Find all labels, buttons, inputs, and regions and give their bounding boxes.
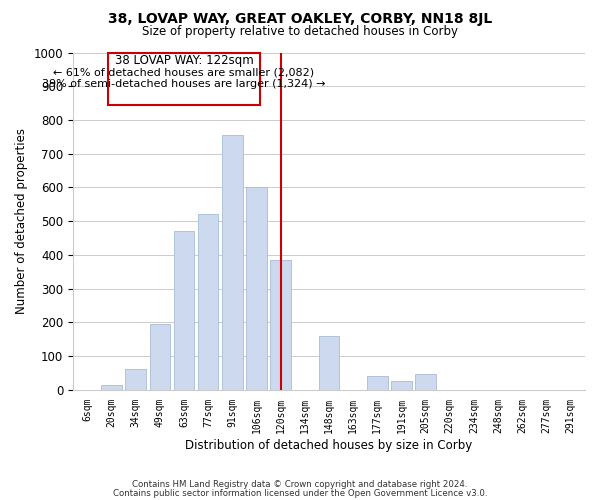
Bar [271,260,291,390]
Bar [174,231,194,390]
Bar [415,374,436,390]
Bar [222,135,242,390]
Text: 38 LOVAP WAY: 122sqm: 38 LOVAP WAY: 122sqm [115,54,253,68]
Y-axis label: Number of detached properties: Number of detached properties [15,128,28,314]
Text: 39% of semi-detached houses are larger (1,324) →: 39% of semi-detached houses are larger (… [42,78,326,88]
Bar [391,381,412,390]
Bar [101,384,122,390]
Text: 38, LOVAP WAY, GREAT OAKLEY, CORBY, NN18 8JL: 38, LOVAP WAY, GREAT OAKLEY, CORBY, NN18… [108,12,492,26]
Bar [246,188,267,390]
Bar [319,336,339,390]
Text: Size of property relative to detached houses in Corby: Size of property relative to detached ho… [142,25,458,38]
Text: Contains public sector information licensed under the Open Government Licence v3: Contains public sector information licen… [113,488,487,498]
Bar [125,370,146,390]
Bar [149,324,170,390]
Text: Contains HM Land Registry data © Crown copyright and database right 2024.: Contains HM Land Registry data © Crown c… [132,480,468,489]
Text: ← 61% of detached houses are smaller (2,082): ← 61% of detached houses are smaller (2,… [53,68,314,78]
Bar [367,376,388,390]
X-axis label: Distribution of detached houses by size in Corby: Distribution of detached houses by size … [185,440,473,452]
Bar [198,214,218,390]
Bar [108,53,260,105]
